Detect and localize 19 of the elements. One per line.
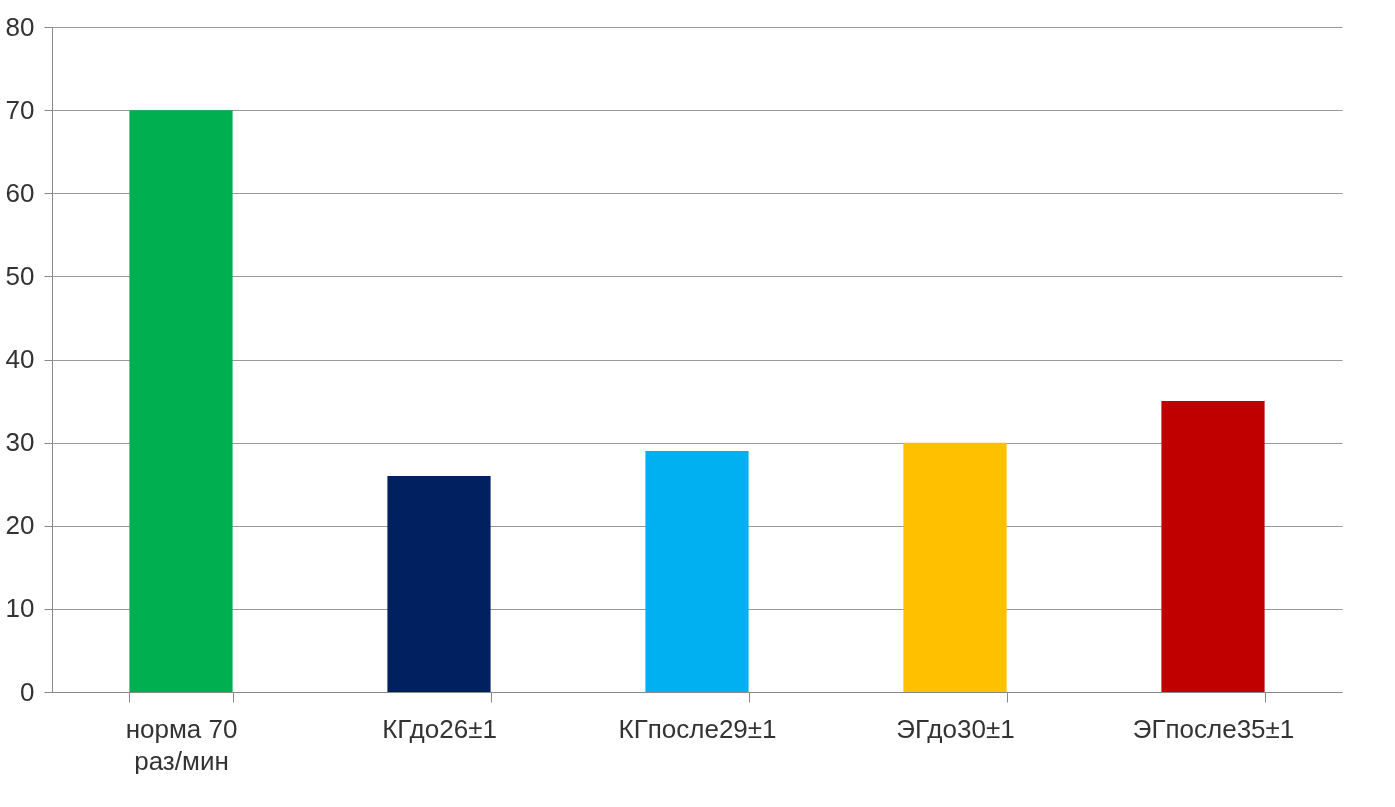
y-tick-label: 20 [5,510,35,541]
y-tick-label: 10 [5,593,35,624]
bar [645,450,749,692]
x-tick-label: ЭГдо30±1 [896,713,1015,744]
x-tick-label: ЭГпосле35±1 [1132,713,1295,744]
bar [387,475,491,692]
y-tick-label: 30 [5,427,35,458]
y-tick-label: 0 [20,676,35,707]
x-tick-label: норма 70 раз/мин [125,713,238,776]
x-tick-label: КГдо26±1 [382,713,497,744]
y-tick-label: 60 [5,177,35,208]
bar [903,442,1007,692]
y-tick-label: 50 [5,260,35,291]
y-tick-label: 70 [5,94,35,125]
bar [129,110,233,692]
x-tick-label: КГпосле29±1 [618,713,777,744]
bar [1161,401,1265,692]
y-tick-label: 40 [5,344,35,374]
y-tick-label: 80 [5,11,35,42]
